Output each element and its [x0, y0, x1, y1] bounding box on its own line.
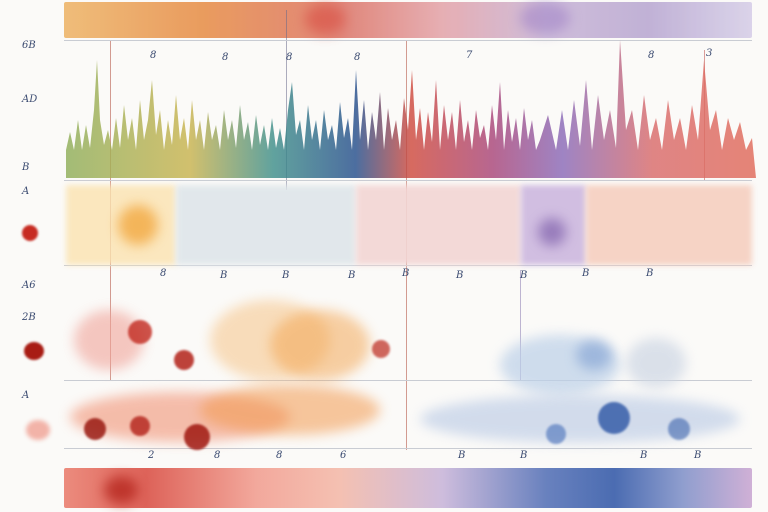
top-panel-label: 3	[706, 48, 713, 59]
y-axis-label: B	[22, 162, 30, 173]
y-axis-label: AD	[22, 94, 38, 105]
wash-block-pink	[356, 185, 521, 265]
y-axis-label: A6	[22, 280, 36, 291]
blob-red	[372, 340, 390, 358]
blob-red	[128, 320, 152, 344]
y-axis-label: A	[22, 186, 30, 197]
bottom-axis-label: B	[520, 450, 528, 461]
grid-vline	[286, 10, 287, 190]
mid-panel-label: B	[282, 270, 290, 281]
blob-darkred	[130, 416, 150, 436]
blob-blue	[668, 418, 690, 440]
margin-red-dot	[24, 342, 44, 360]
mid-panel-label: B	[646, 268, 654, 279]
blob-navy	[598, 402, 630, 434]
top-panel-label: 7	[466, 50, 473, 61]
bottom-color-band	[64, 468, 752, 508]
top-color-band	[64, 2, 752, 38]
blob-band-orange	[200, 385, 380, 435]
grid-hline	[64, 448, 752, 449]
grid-hline	[64, 265, 752, 266]
blob-band-blue	[420, 395, 740, 443]
blob-blue	[576, 340, 612, 370]
bottom-axis-label: 6	[340, 450, 347, 461]
blob-blue	[546, 424, 566, 444]
top-panel-label: 8	[648, 50, 655, 61]
bottom-axis-label: B	[458, 450, 466, 461]
y-axis-label: A	[22, 390, 30, 401]
grid-hline	[64, 40, 752, 41]
bottom-band-red-blot	[104, 476, 138, 504]
grid-hline	[64, 380, 752, 381]
wash-violet-spot	[538, 218, 566, 246]
bottom-axis-label: B	[694, 450, 702, 461]
blob-grey	[626, 338, 686, 388]
blob-darkred	[184, 424, 210, 450]
margin-red-dot	[22, 225, 38, 241]
grid-vline	[520, 270, 521, 380]
bottom-axis-label: 2	[148, 450, 155, 461]
mid-panel-label: B	[348, 270, 356, 281]
blob-red	[174, 350, 194, 370]
top-panel-label: 8	[150, 50, 157, 61]
top-band-purple-blot	[520, 2, 570, 34]
top-panel-label: 8	[286, 52, 293, 63]
mid-panel-label: B	[220, 270, 228, 281]
top-panel-label: 8	[222, 52, 229, 63]
wash-block-pale	[176, 185, 356, 265]
top-panel-label: 8	[354, 52, 361, 63]
bottom-axis-label: 8	[214, 450, 221, 461]
wash-orange-spot	[118, 205, 158, 245]
bottom-axis-label: 8	[276, 450, 283, 461]
mid-panel-label: B	[582, 268, 590, 279]
mid-panel-label: B	[402, 268, 410, 279]
mid-panel-label: 8	[160, 268, 167, 279]
top-band-red-blot	[305, 4, 345, 34]
y-axis-label: 6B	[22, 40, 36, 51]
margin-pink-dot	[26, 420, 50, 440]
y-axis-label: 2B	[22, 312, 36, 323]
mid-panel-label: B	[520, 270, 528, 281]
waveform-shape	[66, 40, 756, 178]
wash-block-peach	[586, 185, 752, 265]
blob-darkred	[84, 418, 106, 440]
mid-panel-label: B	[456, 270, 464, 281]
blob-orange	[270, 310, 370, 380]
bottom-axis-label: B	[640, 450, 648, 461]
grid-hline	[64, 180, 752, 181]
